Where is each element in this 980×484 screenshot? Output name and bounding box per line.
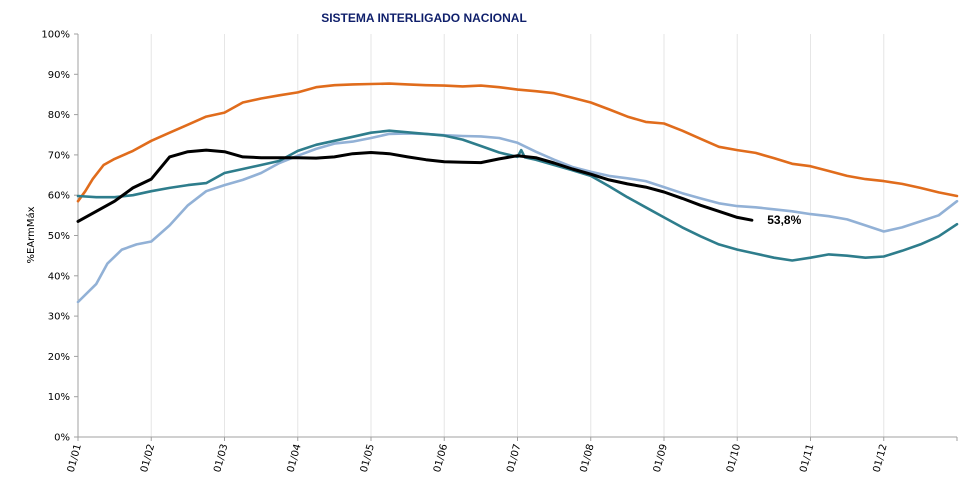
y-tick-label: 50% — [48, 231, 70, 242]
x-tick-label: 01/03 — [212, 443, 230, 474]
x-tick-label: 01/08 — [579, 443, 597, 474]
gridlines — [150, 34, 885, 437]
x-tick-label: 01/11 — [798, 443, 816, 474]
x-tick-labels: 01/01 01/02 01/03 01/04 01/05 01/06 01/07 01/08… — [66, 443, 890, 474]
y-tick-label: 80% — [48, 110, 70, 121]
series-line-current-year — [76, 148, 754, 223]
y-tick-labels: 0% 10% 20% 30% 40% 50% 60% 70% 80% 90% 100% — [41, 30, 70, 444]
y-tick-label: 100% — [41, 30, 70, 41]
y-tick-label: 70% — [48, 150, 70, 161]
x-tick-label: 01/09 — [652, 443, 670, 474]
x-tick-label: 01/02 — [139, 443, 157, 474]
y-tick-label: 30% — [48, 312, 70, 323]
chart-title: SISTEMA INTERLIGADO NACIONAL — [321, 11, 527, 25]
axes — [74, 33, 958, 441]
x-tick-label: 01/06 — [432, 443, 450, 474]
x-tick-label: 01/10 — [725, 443, 743, 474]
x-tick-label: 01/01 — [66, 443, 84, 474]
y-tick-label: 20% — [48, 352, 70, 363]
series-line-light-blue — [76, 132, 959, 304]
y-axis-label: %EArmMáx — [25, 206, 37, 263]
y-tick-label: 90% — [48, 70, 70, 81]
y-tick-label: 0% — [54, 433, 70, 444]
x-tick-label: 01/04 — [286, 443, 304, 474]
series-line-teal — [76, 129, 959, 262]
x-tick-label: 01/12 — [872, 443, 890, 474]
y-tick-label: 40% — [48, 271, 70, 282]
data-label-current: 53,8% — [767, 213, 801, 227]
series-lines — [76, 82, 959, 304]
annotations: 53,8% — [767, 213, 801, 227]
x-tick-label: 01/07 — [505, 443, 523, 474]
x-tick-label: 01/05 — [359, 443, 377, 474]
series-line-orange — [76, 82, 959, 203]
y-tick-label: 60% — [48, 191, 70, 202]
y-tick-label: 10% — [48, 392, 70, 403]
